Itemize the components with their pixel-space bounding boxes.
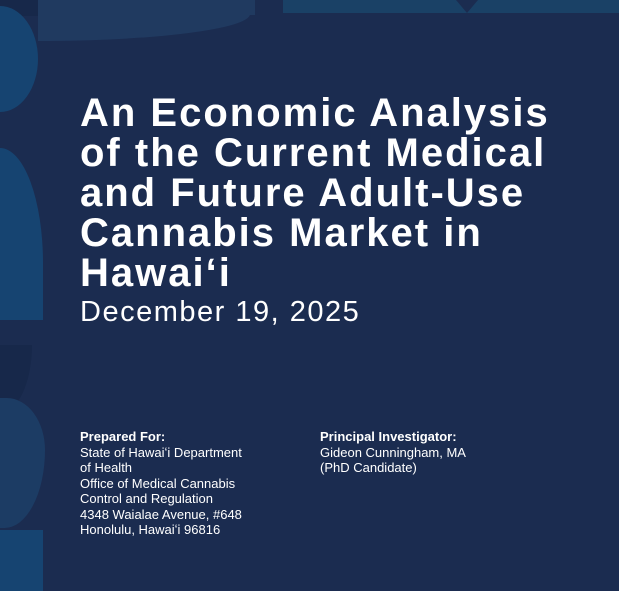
report-title: An Economic Analysis of the Current Medi… [80, 90, 550, 295]
decor-left-lens-shape [0, 6, 38, 112]
decor-bottom-left-square-shape [0, 530, 43, 591]
decor-left-curved-blob-shape [0, 398, 45, 528]
principal-investigator-block: Principal Investigator: Gideon Cunningha… [320, 429, 560, 476]
decor-top-wave-shape [38, 14, 250, 41]
decor-top-right-bar-shape [283, 0, 619, 13]
principal-investigator-label: Principal Investigator: [320, 429, 457, 444]
principal-investigator-name: Gideon Cunningham, MA (PhD Candidate) [320, 444, 466, 476]
prepared-for-address: State of Hawaiʻi Department of Health Of… [80, 444, 242, 538]
decor-triangle-notch-shape [456, 0, 478, 13]
report-date: December 19, 2025 [80, 296, 361, 328]
decor-top-middle-bar-shape [38, 0, 255, 15]
decor-left-arched-column-shape [0, 148, 43, 320]
prepared-for-label: Prepared For: [80, 429, 166, 444]
prepared-for-block: Prepared For: State of Hawaiʻi Departmen… [80, 429, 310, 538]
